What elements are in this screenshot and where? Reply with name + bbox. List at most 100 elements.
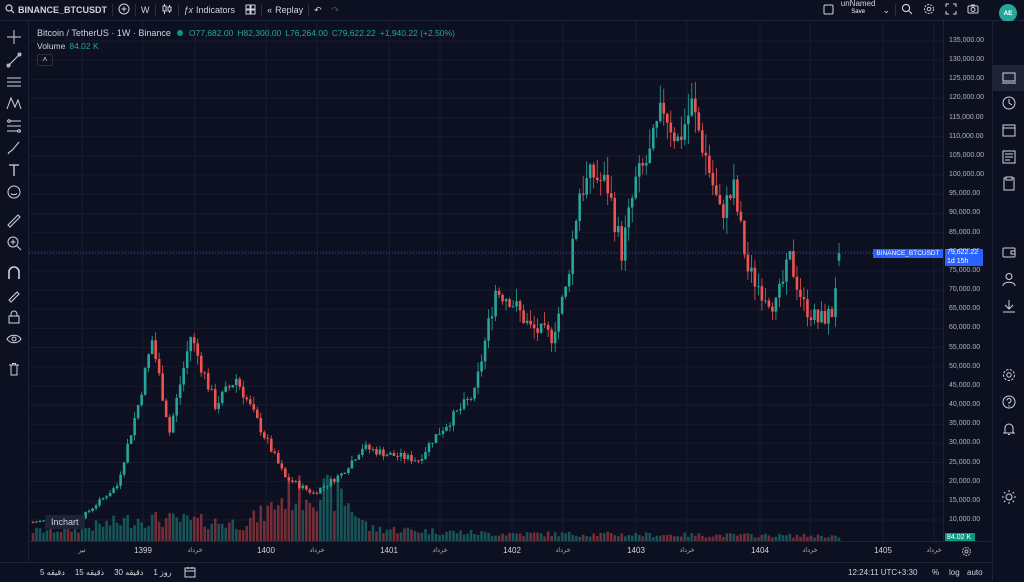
gear-icon xyxy=(923,3,935,17)
candle-body xyxy=(581,193,585,195)
volume-bar xyxy=(553,532,557,541)
candle-body xyxy=(539,323,543,333)
candle-body xyxy=(725,195,729,218)
range-button[interactable]: 1 روز xyxy=(153,568,172,577)
settings-button[interactable] xyxy=(918,0,940,20)
redo-button[interactable]: ↷ xyxy=(327,0,345,20)
candle-body xyxy=(687,115,690,125)
auto-toggle[interactable]: auto xyxy=(967,568,983,577)
volume-bar xyxy=(434,533,438,541)
trend-line-icon[interactable] xyxy=(6,52,22,68)
volume-bar xyxy=(722,536,725,541)
layout-checkbox[interactable] xyxy=(818,0,839,20)
text-icon[interactable] xyxy=(6,162,22,178)
volume-value: 84.02 K xyxy=(69,41,99,51)
fib-icon[interactable] xyxy=(6,118,22,134)
crosshair-icon[interactable] xyxy=(6,29,22,45)
candle-body xyxy=(154,340,157,360)
candle-body xyxy=(694,98,697,113)
volume-bar xyxy=(469,529,473,541)
candle-body xyxy=(785,259,788,282)
candle-body xyxy=(459,408,462,411)
volume-bar xyxy=(178,521,182,541)
candle-body xyxy=(192,337,196,344)
fullscreen-button[interactable] xyxy=(940,0,962,20)
user-icon[interactable] xyxy=(1001,271,1017,287)
horizontal-lines-icon[interactable] xyxy=(6,74,22,90)
gear-icon[interactable] xyxy=(1001,367,1017,383)
symbol-search[interactable]: BINANCE_BTCUSDT xyxy=(0,0,112,20)
layout-dropdown[interactable]: ⌄ xyxy=(877,0,895,20)
theme-icon[interactable] xyxy=(1001,489,1017,505)
screenshot-button[interactable] xyxy=(962,0,984,20)
range-button[interactable]: 5 دقیقه xyxy=(40,568,65,577)
candle-body xyxy=(31,521,35,523)
candle-body xyxy=(119,474,122,486)
wallet-icon[interactable] xyxy=(1001,244,1017,260)
layout-menu[interactable]: unNamed Save xyxy=(839,0,878,20)
help-icon[interactable] xyxy=(1001,394,1017,410)
news-icon[interactable] xyxy=(1001,149,1017,165)
lock-icon[interactable] xyxy=(6,309,22,325)
undo-button[interactable]: ↶ xyxy=(309,0,327,20)
interval-button[interactable]: W xyxy=(136,0,155,20)
volume-bar xyxy=(273,509,277,541)
replay-button[interactable]: « Replay xyxy=(262,0,308,20)
emoji-icon[interactable] xyxy=(6,184,22,200)
inchart-label[interactable]: Inchart xyxy=(45,515,85,529)
templates-button[interactable] xyxy=(240,0,261,20)
volume-bar xyxy=(778,533,781,541)
volume-bar xyxy=(788,533,792,541)
candle-body xyxy=(277,453,280,464)
price-axis[interactable]: 135,000.00 130,000.00 125,000.00 120,000.00… xyxy=(943,21,992,541)
volume-bar xyxy=(532,532,536,541)
avatar[interactable]: AE xyxy=(999,4,1017,22)
price-tick-label: 70,000.00 xyxy=(949,286,981,294)
bell-icon[interactable] xyxy=(1001,421,1017,437)
calendar-icon[interactable] xyxy=(1001,122,1017,138)
candle-body xyxy=(217,403,221,409)
calendar-icon[interactable] xyxy=(184,566,196,580)
clock-icon[interactable] xyxy=(1001,95,1017,111)
log-toggle[interactable]: log xyxy=(949,568,960,577)
ruler-icon[interactable] xyxy=(6,213,22,229)
quick-search-button[interactable] xyxy=(896,0,918,20)
price-chart[interactable] xyxy=(29,21,942,541)
volume-bar xyxy=(753,537,757,541)
watchlist-icon[interactable] xyxy=(1001,70,1017,86)
volume-bar xyxy=(154,511,157,541)
download-icon[interactable] xyxy=(1001,298,1017,314)
symbol-label: BINANCE_BTCUSDT xyxy=(18,5,108,15)
range-button[interactable]: 15 دقیقه xyxy=(74,568,105,577)
range-button[interactable]: 30 دقیقه xyxy=(114,568,144,577)
collapse-legend-button[interactable]: ˄ xyxy=(37,54,53,66)
price-tick-label: 120,000.00 xyxy=(949,94,985,102)
candle-body xyxy=(809,317,813,321)
candle-body xyxy=(364,444,368,449)
chart-type-button[interactable] xyxy=(156,0,178,20)
brush-icon[interactable] xyxy=(6,140,22,156)
volume-bar xyxy=(837,537,841,541)
pattern-icon[interactable] xyxy=(6,95,22,111)
volume-bar xyxy=(147,525,150,541)
magnet-icon[interactable] xyxy=(6,265,22,281)
time-axis[interactable]: تیر 1399 خرداد 1400 خرداد 1401 خرداد 1402 خرداد 1… xyxy=(29,541,991,562)
eye-icon[interactable] xyxy=(6,331,22,347)
candle-body xyxy=(238,378,242,387)
volume-bar xyxy=(105,520,108,541)
candle-body xyxy=(91,508,94,511)
clock-time[interactable]: 12:24:11 UTC+3:30 xyxy=(848,568,918,577)
axis-settings-icon[interactable] xyxy=(961,546,972,557)
candle-body xyxy=(203,372,207,374)
compare-button[interactable] xyxy=(113,0,135,20)
candle-body xyxy=(823,311,827,324)
zoom-in-icon[interactable] xyxy=(6,235,22,251)
volume-bar xyxy=(168,513,171,541)
percent-toggle[interactable]: % xyxy=(932,568,940,577)
notes-icon[interactable] xyxy=(1001,176,1017,192)
indicators-button[interactable]: ƒx Indicators xyxy=(179,0,241,20)
volume-bar xyxy=(133,525,136,541)
candle-body xyxy=(382,449,385,457)
trash-icon[interactable] xyxy=(6,361,22,377)
draw-mode-icon[interactable] xyxy=(6,287,22,303)
